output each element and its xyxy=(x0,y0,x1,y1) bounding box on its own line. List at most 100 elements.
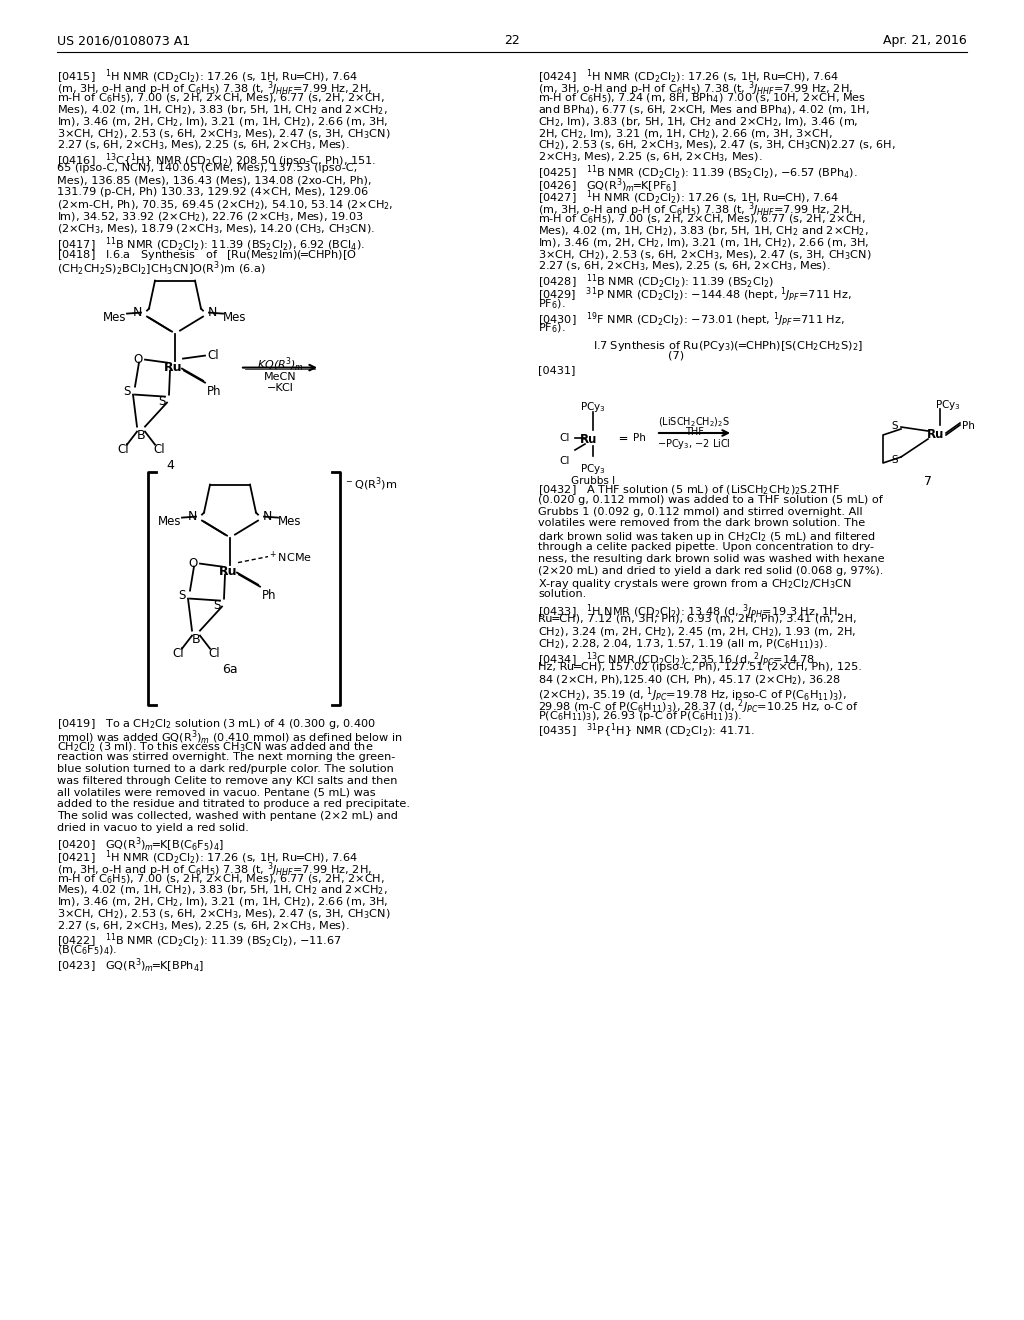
Text: 131.79 (p-CH, Ph) 130.33, 129.92 (4×CH, Mes), 129.06: 131.79 (p-CH, Ph) 130.33, 129.92 (4×CH, … xyxy=(57,187,369,197)
Text: solution.: solution. xyxy=(538,589,587,599)
Text: (m, 3H, o-H and p-H of C$_6$H$_5$) 7.38 (t, $^3J_{HHF}$=7.99 Hz, 2H,: (m, 3H, o-H and p-H of C$_6$H$_5$) 7.38 … xyxy=(538,79,853,99)
Text: $^-$Q(R$^3$)m: $^-$Q(R$^3$)m xyxy=(344,475,397,494)
Text: PF$_6$).: PF$_6$). xyxy=(538,322,565,335)
Text: 3×CH, CH$_2$), 2.53 (s, 6H, 2×CH$_3$, Mes), 2.47 (s, 3H, CH$_3$CN): 3×CH, CH$_2$), 2.53 (s, 6H, 2×CH$_3$, Me… xyxy=(538,248,871,261)
Text: THF: THF xyxy=(685,426,703,437)
Text: PCy$_3$: PCy$_3$ xyxy=(580,462,606,477)
Text: Ru: Ru xyxy=(928,428,945,441)
Text: 6a: 6a xyxy=(222,663,238,676)
Text: P(C$_6$H$_{11}$)$_3$), 26.93 (p-C of P(C$_6$H$_{11}$)$_3$).: P(C$_6$H$_{11}$)$_3$), 26.93 (p-C of P(C… xyxy=(538,709,741,723)
Text: [0419]   To a CH$_2$Cl$_2$ solution (3 mL) of 4 (0.300 g, 0.400: [0419] To a CH$_2$Cl$_2$ solution (3 mL)… xyxy=(57,717,376,730)
Text: 29.98 (m-C of P(C$_6$H$_{11}$)$_3$), 28.37 (d, $^2J_{PC}$=10.25 Hz, o-C of: 29.98 (m-C of P(C$_6$H$_{11}$)$_3$), 28.… xyxy=(538,697,858,715)
Text: Grubbs I: Grubbs I xyxy=(571,477,615,486)
Text: Mes), 4.02 (m, 1H, CH$_2$), 3.83 (br, 5H, 1H, CH$_2$ and 2×CH$_2$,: Mes), 4.02 (m, 1H, CH$_2$), 3.83 (br, 5H… xyxy=(57,884,388,898)
Text: Cl: Cl xyxy=(172,647,184,660)
Text: 22: 22 xyxy=(504,34,520,48)
Text: [0428]   $^{11}$B NMR (CD$_2$Cl$_2$): 11.39 (BS$_2$Cl$_2$): [0428] $^{11}$B NMR (CD$_2$Cl$_2$): 11.3… xyxy=(538,273,774,290)
Text: Ru═CH), 7.12 (m, 3H, Ph), 6.93 (m, 2H, Ph), 3.41 (m, 2H,: Ru═CH), 7.12 (m, 3H, Ph), 6.93 (m, 2H, P… xyxy=(538,614,857,624)
Text: ═: ═ xyxy=(618,433,626,446)
Text: O: O xyxy=(133,352,142,366)
Text: CH$_2$), 2.53 (s, 6H, 2×CH$_3$, Mes), 2.47 (s, 3H, CH$_3$CN)2.27 (s, 6H,: CH$_2$), 2.53 (s, 6H, 2×CH$_3$, Mes), 2.… xyxy=(538,139,896,152)
Text: [0435]   $^{31}$P{$^1$H} NMR (CD$_2$Cl$_2$): 41.71.: [0435] $^{31}$P{$^1$H} NMR (CD$_2$Cl$_2$… xyxy=(538,722,755,741)
Text: through a celite packed pipette. Upon concentration to dry-: through a celite packed pipette. Upon co… xyxy=(538,543,874,552)
Text: 84 (2×CH, Ph),125.40 (CH, Ph), 45.17 (2×CH$_2$), 36.28: 84 (2×CH, Ph),125.40 (CH, Ph), 45.17 (2×… xyxy=(538,673,842,688)
Text: [0418]   I.6.a   Synthesis   of   [Ru(Mes$_2$Im)(═CHPh)[O: [0418] I.6.a Synthesis of [Ru(Mes$_2$Im)… xyxy=(57,248,357,261)
Text: [0427]   $^{1}$H NMR (CD$_2$Cl$_2$): 17.26 (s, 1H, Ru═CH), 7.64: [0427] $^{1}$H NMR (CD$_2$Cl$_2$): 17.26… xyxy=(538,189,839,207)
Text: [0430]   $^{19}$F NMR (CD$_2$Cl$_2$): −73.01 (hept, $^1J_{PF}$=711 Hz,: [0430] $^{19}$F NMR (CD$_2$Cl$_2$): −73.… xyxy=(538,310,845,329)
Text: volatiles were removed from the dark brown solution. The: volatiles were removed from the dark bro… xyxy=(538,519,865,528)
Text: N: N xyxy=(187,510,197,523)
Text: Cl: Cl xyxy=(208,647,220,660)
Text: US 2016/0108073 A1: US 2016/0108073 A1 xyxy=(57,34,190,48)
Text: PF$_6$).: PF$_6$). xyxy=(538,297,565,310)
Text: Mes), 4.02 (m, 1H, CH$_2$), 3.83 (br, 5H, 1H, CH$_2$ and 2×CH$_2$,: Mes), 4.02 (m, 1H, CH$_2$), 3.83 (br, 5H… xyxy=(538,224,868,238)
Text: S: S xyxy=(178,589,185,602)
Text: m-H of C$_6$H$_5$), 7.00 (s, 2H, 2×CH, Mes), 6.77 (s, 2H, 2×CH,: m-H of C$_6$H$_5$), 7.00 (s, 2H, 2×CH, M… xyxy=(538,213,866,226)
Text: [0425]   $^{11}$B NMR (CD$_2$Cl$_2$): 11.39 (BS$_2$Cl$_2$), −6.57 (BPh$_4$).: [0425] $^{11}$B NMR (CD$_2$Cl$_2$): 11.3… xyxy=(538,164,858,182)
Text: (7): (7) xyxy=(668,350,684,360)
Text: was filtered through Celite to remove any KCl salts and then: was filtered through Celite to remove an… xyxy=(57,776,397,785)
Text: (2×m-CH, Ph), 70.35, 69.45 (2×CH$_2$), 54.10, 53.14 (2×CH$_2$,: (2×m-CH, Ph), 70.35, 69.45 (2×CH$_2$), 5… xyxy=(57,199,393,213)
Text: N: N xyxy=(208,306,217,318)
Text: S: S xyxy=(892,455,898,465)
Text: [0415]   $^{1}$H NMR (CD$_2$Cl$_2$): 17.26 (s, 1H, Ru═CH), 7.64: [0415] $^{1}$H NMR (CD$_2$Cl$_2$): 17.26… xyxy=(57,69,357,86)
Text: [0421]   $^{1}$H NMR (CD$_2$Cl$_2$): 17.26 (s, 1H, Ru═CH), 7.64: [0421] $^{1}$H NMR (CD$_2$Cl$_2$): 17.26… xyxy=(57,849,357,867)
Text: X-ray quality crystals were grown from a CH$_2$Cl$_2$/CH$_3$CN: X-ray quality crystals were grown from a… xyxy=(538,577,852,591)
Text: 2H, CH$_2$, Im), 3.21 (m, 1H, CH$_2$), 2.66 (m, 3H, 3×CH,: 2H, CH$_2$, Im), 3.21 (m, 1H, CH$_2$), 2… xyxy=(538,127,833,141)
Text: Hz, Ru═CH), 157.02 (ipso-C, Ph), 127.51 (2×CH, Ph), 125.: Hz, Ru═CH), 157.02 (ipso-C, Ph), 127.51 … xyxy=(538,663,862,672)
Text: −KCl: −KCl xyxy=(266,383,294,392)
Text: PCy$_3$: PCy$_3$ xyxy=(935,399,961,412)
Text: 2.27 (s, 6H, 2×CH$_3$, Mes), 2.25 (s, 6H, 2×CH$_3$, Mes).: 2.27 (s, 6H, 2×CH$_3$, Mes), 2.25 (s, 6H… xyxy=(57,919,349,933)
Text: S: S xyxy=(159,395,166,408)
Text: ness, the resulting dark brown solid was washed with hexane: ness, the resulting dark brown solid was… xyxy=(538,554,885,564)
Text: [0424]   $^{1}$H NMR (CD$_2$Cl$_2$): 17.26 (s, 1H, Ru═CH), 7.64: [0424] $^{1}$H NMR (CD$_2$Cl$_2$): 17.26… xyxy=(538,69,839,86)
Text: (2×20 mL) and dried to yield a dark red solid (0.068 g, 97%).: (2×20 mL) and dried to yield a dark red … xyxy=(538,565,884,576)
Text: PCy$_3$: PCy$_3$ xyxy=(580,400,606,414)
Text: The solid was collected, washed with pentane (2×2 mL) and: The solid was collected, washed with pen… xyxy=(57,810,398,821)
Text: −PCy$_3$, −2 LiCl: −PCy$_3$, −2 LiCl xyxy=(657,437,731,451)
Text: all volatiles were removed in vacuo. Pentane (5 mL) was: all volatiles were removed in vacuo. Pen… xyxy=(57,788,376,797)
Text: $^+$NCMe: $^+$NCMe xyxy=(268,549,312,565)
Text: CH$_2$Cl$_2$ (3 ml). To this excess CH$_3$CN was added and the: CH$_2$Cl$_2$ (3 ml). To this excess CH$_… xyxy=(57,741,374,754)
Text: dark brown solid was taken up in CH$_2$Cl$_2$ (5 mL) and filtered: dark brown solid was taken up in CH$_2$C… xyxy=(538,531,876,544)
Text: N: N xyxy=(263,510,272,523)
Text: Im), 3.46 (m, 2H, CH$_2$, Im), 3.21 (m, 1H, CH$_2$), 2.66 (m, 3H,: Im), 3.46 (m, 2H, CH$_2$, Im), 3.21 (m, … xyxy=(538,236,869,249)
Text: MeCN: MeCN xyxy=(264,372,296,381)
Text: N: N xyxy=(133,306,142,318)
Text: Grubbs 1 (0.092 g, 0.112 mmol) and stirred overnight. All: Grubbs 1 (0.092 g, 0.112 mmol) and stirr… xyxy=(538,507,862,516)
Text: (m, 3H, o-H and p-H of C$_6$H$_5$) 7.38 (t, $^3J_{HHF}$=7.99 Hz, 2H,: (m, 3H, o-H and p-H of C$_6$H$_5$) 7.38 … xyxy=(57,861,372,879)
Text: 2.27 (s, 6H, 2×CH$_3$, Mes), 2.25 (s, 6H, 2×CH$_3$, Mes).: 2.27 (s, 6H, 2×CH$_3$, Mes), 2.25 (s, 6H… xyxy=(57,139,349,152)
Text: Ru: Ru xyxy=(219,565,238,578)
Text: [0429]   $^{31}$P NMR (CD$_2$Cl$_2$): −144.48 (hept, $^1J_{PF}$=711 Hz,: [0429] $^{31}$P NMR (CD$_2$Cl$_2$): −144… xyxy=(538,285,852,304)
Text: Mes: Mes xyxy=(103,310,127,323)
Text: Cl: Cl xyxy=(560,433,570,444)
Text: [0422]   $^{11}$B NMR (CD$_2$Cl$_2$): 11.39 (BS$_2$Cl$_2$), −11.67: [0422] $^{11}$B NMR (CD$_2$Cl$_2$): 11.3… xyxy=(57,932,342,950)
Text: Mes), 136.85 (Mes), 136.43 (Mes), 134.08 (2xo-CH, Ph),: Mes), 136.85 (Mes), 136.43 (Mes), 134.08… xyxy=(57,176,372,185)
Text: Im), 3.46 (m, 2H, CH$_2$, Im), 3.21 (m, 1H, CH$_2$), 2.66 (m, 3H,: Im), 3.46 (m, 2H, CH$_2$, Im), 3.21 (m, … xyxy=(57,895,388,909)
Text: 65 (ipso-C, NCN), 140.05 (CMe, Mes), 137.53 (ipso-C,: 65 (ipso-C, NCN), 140.05 (CMe, Mes), 137… xyxy=(57,164,357,173)
Text: 2.27 (s, 6H, 2×CH$_3$, Mes), 2.25 (s, 6H, 2×CH$_3$, Mes).: 2.27 (s, 6H, 2×CH$_3$, Mes), 2.25 (s, 6H… xyxy=(538,260,830,273)
Text: m-H of C$_6$H$_5$), 7.00 (s, 2H, 2×CH, Mes), 6.77 (s, 2H, 2×CH,: m-H of C$_6$H$_5$), 7.00 (s, 2H, 2×CH, M… xyxy=(57,873,385,886)
Text: [0426]   GQ(R$^3$)$_m$═K[PF$_6$]: [0426] GQ(R$^3$)$_m$═K[PF$_6$] xyxy=(538,176,677,194)
Text: Apr. 21, 2016: Apr. 21, 2016 xyxy=(884,34,967,48)
Text: Cl: Cl xyxy=(207,348,219,362)
Text: Ph: Ph xyxy=(633,433,646,444)
Text: (CH$_2$CH$_2$S)$_2$BCl$_2$]CH$_3$CN]O(R$^3$)m (6.a): (CH$_2$CH$_2$S)$_2$BCl$_2$]CH$_3$CN]O(R$… xyxy=(57,260,265,279)
Text: Cl: Cl xyxy=(117,442,129,455)
Text: Ru: Ru xyxy=(581,433,598,446)
Text: 3×CH, CH$_2$), 2.53 (s, 6H, 2×CH$_3$, Mes), 2.47 (s, 3H, CH$_3$CN): 3×CH, CH$_2$), 2.53 (s, 6H, 2×CH$_3$, Me… xyxy=(57,127,390,141)
Text: S: S xyxy=(213,598,221,611)
Text: Mes: Mes xyxy=(159,515,181,528)
Text: 2×CH$_3$, Mes), 2.25 (s, 6H, 2×CH$_3$, Mes).: 2×CH$_3$, Mes), 2.25 (s, 6H, 2×CH$_3$, M… xyxy=(538,150,763,164)
Text: CH$_2$), 2.28, 2.04, 1.73, 1.57, 1.19 (all m, P(C$_6$H$_{11}$)$_3$).: CH$_2$), 2.28, 2.04, 1.73, 1.57, 1.19 (a… xyxy=(538,638,827,651)
Text: CH$_2$), 3.24 (m, 2H, CH$_2$), 2.45 (m, 2H, CH$_2$), 1.93 (m, 2H,: CH$_2$), 3.24 (m, 2H, CH$_2$), 2.45 (m, … xyxy=(538,626,856,639)
Text: (0.020 g, 0.112 mmol) was added to a THF solution (5 mL) of: (0.020 g, 0.112 mmol) was added to a THF… xyxy=(538,495,883,504)
Text: CH$_2$, Im), 3.83 (br, 5H, 1H, CH$_2$ and 2×CH$_2$, Im), 3.46 (m,: CH$_2$, Im), 3.83 (br, 5H, 1H, CH$_2$ an… xyxy=(538,115,858,129)
Text: Cl: Cl xyxy=(560,455,570,466)
Text: [0423]   GQ(R$^3$)$_m$═K[BPh$_4$]: [0423] GQ(R$^3$)$_m$═K[BPh$_4$] xyxy=(57,957,204,975)
Text: [0417]   $^{11}$B NMR (CD$_2$Cl$_2$): 11.39 (BS$_2$Cl$_2$), 6.92 (BCl$_4$).: [0417] $^{11}$B NMR (CD$_2$Cl$_2$): 11.3… xyxy=(57,235,365,253)
Text: Mes: Mes xyxy=(279,515,302,528)
Text: B: B xyxy=(191,632,201,645)
Text: Ph: Ph xyxy=(962,421,975,432)
Text: KQ(R$^3$)$_m$: KQ(R$^3$)$_m$ xyxy=(257,355,303,374)
